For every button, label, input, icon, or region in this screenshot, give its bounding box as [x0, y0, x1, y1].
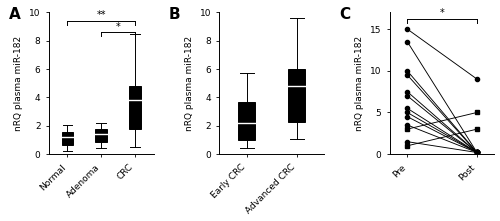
Text: *: *	[440, 8, 444, 18]
Text: B: B	[169, 7, 180, 22]
Y-axis label: nRQ plasma miR-182: nRQ plasma miR-182	[14, 36, 24, 131]
Bar	[62, 132, 74, 145]
Text: C: C	[340, 7, 350, 22]
Bar	[288, 69, 306, 122]
Y-axis label: nRQ plasma miR-182: nRQ plasma miR-182	[356, 36, 364, 131]
Bar	[96, 129, 107, 142]
Bar	[129, 86, 141, 129]
Text: A: A	[9, 7, 21, 22]
Text: **: **	[96, 10, 106, 20]
Y-axis label: nRQ plasma miR-182: nRQ plasma miR-182	[185, 36, 194, 131]
Text: *: *	[116, 21, 120, 32]
Bar	[238, 102, 256, 140]
